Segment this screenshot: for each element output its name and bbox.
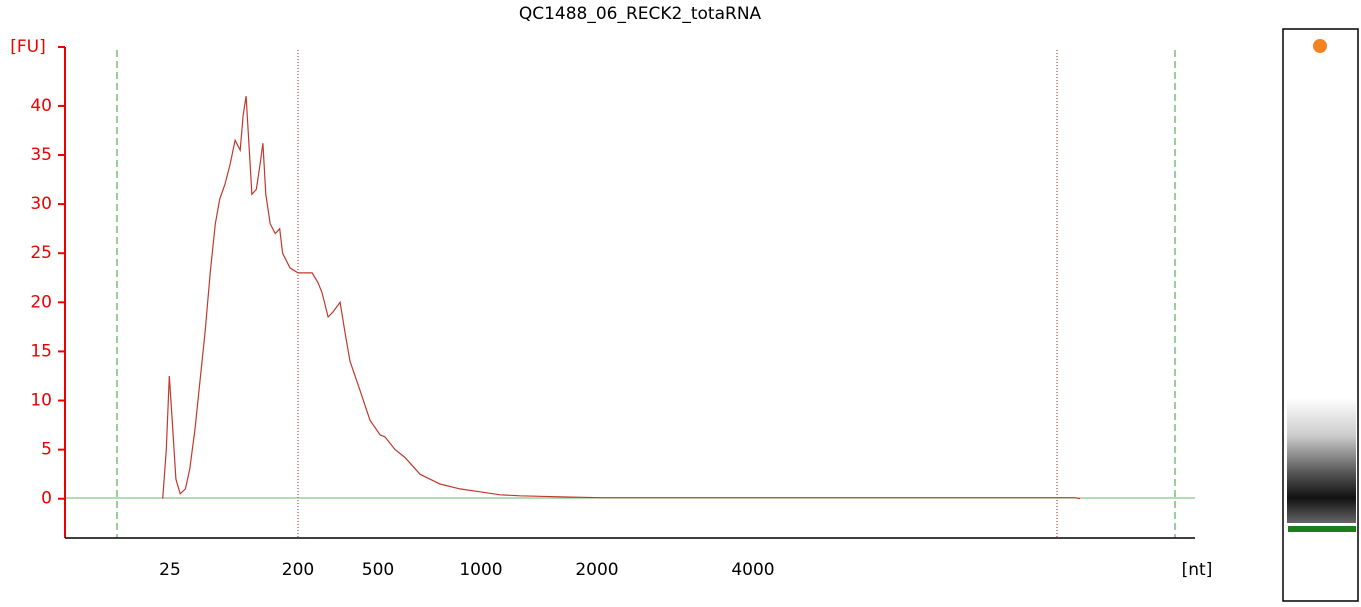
x-tick-label: 25 [159, 560, 181, 580]
trace-line [162, 96, 1081, 500]
lane-upper-dot [1313, 39, 1327, 53]
gel-lane [1282, 28, 1359, 602]
x-tick-label: 200 [282, 560, 314, 580]
lane-marker-band [1288, 526, 1356, 532]
x-tick-label: 1000 [459, 560, 502, 580]
y-tick-label: 35 [30, 145, 52, 165]
y-tick-label: 20 [30, 292, 52, 312]
y-tick-label: 5 [41, 440, 52, 460]
y-tick-label: 40 [30, 96, 52, 116]
y-axis-label: [FU] [10, 37, 46, 57]
x-tick-label: 2000 [575, 560, 618, 580]
y-tick-label: 15 [30, 341, 52, 361]
y-tick-label: 0 [41, 489, 52, 509]
lane-smear [1287, 398, 1356, 523]
x-tick-label: 4000 [731, 560, 774, 580]
chart-title: QC1488_06_RECK2_totaRNA [519, 4, 762, 24]
x-tick-label: 500 [362, 560, 394, 580]
y-tick-label: 25 [30, 243, 52, 263]
y-tick-label: 10 [30, 391, 52, 411]
chart: QC1488_06_RECK2_totaRNA [FU] [nt] 0 5 10 15… [10, 4, 1213, 580]
y-tick-label: 30 [30, 194, 52, 214]
x-axis-label: [nt] [1182, 560, 1213, 580]
